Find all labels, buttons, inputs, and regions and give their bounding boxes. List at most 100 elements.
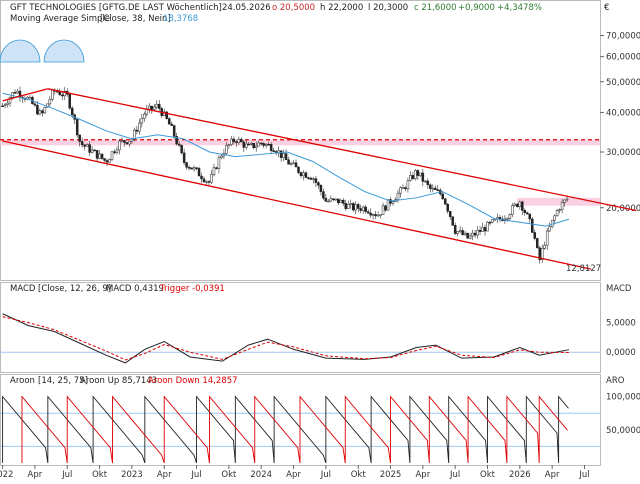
price-y-tick-label: 40,0000 (606, 108, 640, 118)
candle-up (414, 170, 417, 179)
candle-down (473, 232, 477, 236)
candle-up (3, 104, 7, 107)
candle-down (259, 142, 263, 145)
candle-down (262, 143, 265, 146)
candle-down (441, 193, 444, 200)
candle-down (531, 218, 534, 233)
candle-down (207, 181, 211, 183)
header-change-pct: +4,3478% (497, 3, 542, 13)
x-tick-label: Apr (286, 470, 301, 480)
candle-up (471, 232, 474, 237)
candle-up (133, 129, 136, 140)
ma-legend-params: [Close, 38, Nein] (100, 14, 171, 24)
candle-down (190, 167, 193, 170)
ma-legend-label: Moving Average Simple (10, 14, 110, 24)
candle-down (483, 227, 487, 232)
candle-up (563, 199, 566, 203)
candle-up (334, 198, 338, 201)
candle-down (523, 210, 527, 213)
candle-up (282, 153, 285, 158)
aroon-legend-down: Aroon Down 14,2857 (148, 376, 238, 386)
candle-down (170, 123, 173, 126)
candle-down (307, 177, 310, 179)
pattern-marker (0, 39, 41, 63)
candle-up (548, 226, 551, 232)
candle-down (526, 212, 529, 215)
candle-down (235, 141, 238, 143)
candle-up (543, 244, 546, 249)
candle-up (456, 231, 459, 234)
candle-up (486, 221, 489, 232)
candle-up (155, 103, 159, 108)
price-header: GFT TECHNOLOGIES [GFTG.DE LAST Wöchentli… (10, 3, 609, 386)
candle-up (264, 143, 268, 146)
candle-up (349, 203, 352, 205)
candle-down (78, 134, 81, 142)
candle-up (346, 204, 350, 209)
x-tick-label: Okt (221, 470, 237, 480)
candle-up (140, 118, 144, 124)
candle-down (488, 221, 492, 224)
candle-up (148, 105, 151, 110)
candle-up (513, 203, 517, 206)
header-close: c 21,6000 (414, 3, 457, 13)
aroon-axis-title: ARO (606, 376, 625, 386)
candle-up (48, 99, 52, 105)
candle-down (374, 214, 377, 217)
candle-down (521, 201, 524, 211)
candle-down (535, 238, 539, 249)
candle-up (379, 214, 382, 216)
candle-up (130, 139, 134, 142)
candle-down (252, 143, 255, 149)
candle-down (158, 103, 161, 109)
candle-up (312, 178, 315, 180)
candle-up (120, 140, 124, 142)
candle-down (185, 162, 188, 168)
candle-up (371, 214, 375, 216)
candle-down (436, 189, 440, 192)
candle-down (297, 166, 300, 173)
candle-down (466, 232, 469, 239)
candle-down (105, 160, 109, 163)
moving-average-line (2, 92, 570, 227)
candle-up (63, 91, 67, 97)
candle-up (115, 149, 119, 153)
candle-up (292, 162, 295, 165)
candle-up (51, 89, 54, 100)
candle-down (80, 141, 84, 146)
candle-down (195, 167, 198, 169)
price-y-tick-label: 60,0000 (606, 53, 640, 63)
candle-down (416, 170, 420, 176)
candle-down (88, 144, 91, 153)
candle-down (443, 198, 447, 205)
candle-down (351, 203, 355, 211)
candle-up (424, 180, 427, 183)
channel-upper-line (47, 88, 637, 212)
candle-down (478, 229, 482, 232)
candle-down (33, 103, 37, 106)
macd-legend-params: [Close, 12, 26, 9] (38, 284, 111, 294)
aroon-legend-label: Aroon (10, 376, 35, 386)
candle-up (143, 113, 146, 119)
aroon-pane (0, 374, 601, 466)
candle-up (43, 107, 47, 114)
candle-down (446, 203, 449, 212)
candle-up (217, 157, 221, 170)
x-tick-label: Apr (545, 470, 560, 480)
candle-up (205, 181, 208, 183)
channel-start-line (2, 88, 49, 102)
candle-down (68, 93, 71, 109)
candle-down (411, 175, 415, 179)
candle-up (153, 106, 156, 110)
candle-down (75, 119, 79, 136)
candle-down (287, 159, 290, 165)
candle-down (135, 129, 139, 132)
x-tick-label: Okt (92, 470, 108, 480)
currency-label: € (604, 3, 609, 13)
candle-up (162, 111, 166, 116)
candle-up (302, 172, 305, 177)
candle-down (426, 180, 430, 186)
candle-up (329, 198, 333, 202)
